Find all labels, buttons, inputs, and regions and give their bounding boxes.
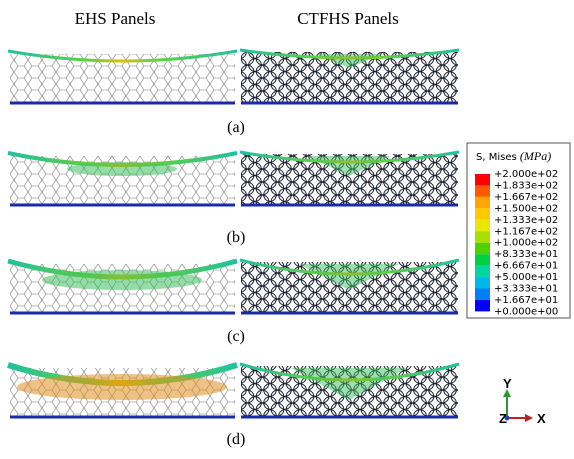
legend-swatch <box>475 174 490 186</box>
legend-swatch <box>475 254 490 266</box>
legend-label: +3.333e+01 <box>494 284 558 295</box>
row-label: (d) <box>227 431 246 448</box>
column-header: EHS Panels <box>75 9 156 28</box>
legend-label: +0.000e+00 <box>494 306 558 317</box>
legend-swatch <box>475 208 490 220</box>
row-labels: (a) (b) (c) (d) <box>227 119 246 448</box>
stress-zone <box>42 270 202 290</box>
stress-zone <box>291 368 407 400</box>
triad-z: Z <box>499 411 507 426</box>
column-header: CTFHS Panels <box>297 9 399 28</box>
stress-zone <box>299 264 399 290</box>
triad-x: X <box>537 411 546 426</box>
row-label: (b) <box>227 229 246 246</box>
panels <box>7 48 460 419</box>
legend-unit: (MPa) <box>520 149 551 163</box>
legend-label: +1.000e+02 <box>494 238 558 249</box>
legend-swatch <box>475 277 490 289</box>
legend-title: S, Mises (MPa) <box>476 149 551 163</box>
axis-triad: Y Z X <box>499 376 546 426</box>
legend-label: +1.833e+02 <box>494 180 558 191</box>
legend-label: +5.000e+01 <box>494 272 558 283</box>
stress-zone <box>67 162 177 176</box>
legend-label: +1.667e+02 <box>494 192 558 203</box>
legend-swatch <box>475 265 490 278</box>
legend-label: +1.500e+02 <box>494 203 558 214</box>
row-label: (a) <box>227 119 245 136</box>
stress-zone <box>315 54 383 68</box>
legend-label: +1.333e+02 <box>494 215 558 226</box>
legend-label: +8.333e+01 <box>494 249 558 260</box>
stress-zone <box>17 374 227 400</box>
legend: S, Mises (MPa) +2.000e+02+1.833e+02+1.66… <box>466 142 571 319</box>
legend-title-text: S, Mises <box>476 152 517 163</box>
legend-swatch <box>475 242 490 255</box>
legend-label: +1.167e+02 <box>494 226 558 237</box>
row-label: (c) <box>227 328 245 345</box>
legend-swatch <box>475 219 490 232</box>
legend-swatch <box>475 185 490 197</box>
legend-swatch <box>475 299 490 312</box>
stress-zone <box>307 156 391 176</box>
legend-swatch <box>475 196 490 209</box>
legend-items: +2.000e+02+1.833e+02+1.667e+02+1.500e+02… <box>475 169 558 317</box>
legend-label: +6.667e+01 <box>494 261 558 272</box>
top-sheet <box>7 49 238 63</box>
legend-swatch <box>475 231 490 243</box>
legend-label: +1.667e+01 <box>494 295 558 306</box>
triad-y: Y <box>503 376 512 391</box>
legend-swatch <box>475 288 490 300</box>
legend-label: +2.000e+02 <box>494 169 558 180</box>
